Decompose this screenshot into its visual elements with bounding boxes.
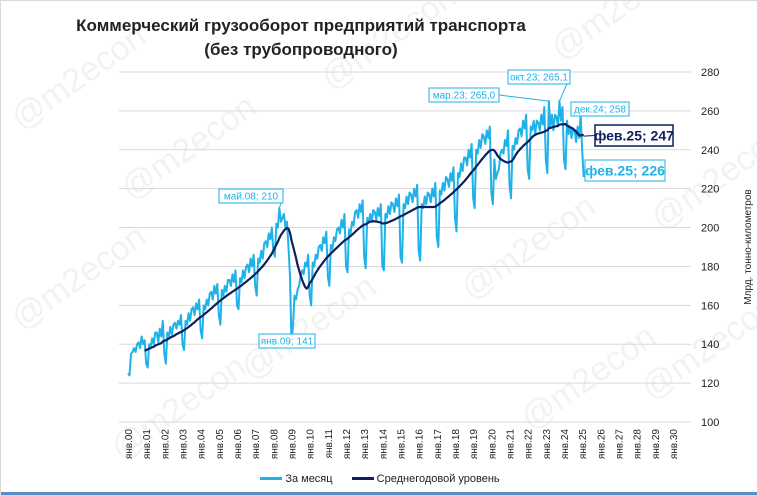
- annotation-label: дек.24; 258: [574, 105, 626, 116]
- y-axis-title: Млрд. тонно-километров: [743, 189, 754, 304]
- x-tick-label: янв.27: [615, 429, 626, 460]
- x-tick-label: янв.07: [251, 429, 262, 460]
- watermark: @m2econ: [544, 1, 693, 68]
- annotation-label: окт.23; 265,1: [510, 73, 568, 84]
- y-tick-label: 260: [701, 106, 719, 118]
- x-tick-label: янв.03: [179, 429, 190, 460]
- x-tick-label: янв.25: [578, 429, 589, 460]
- watermark: @m2econ: [454, 187, 603, 307]
- x-tick-label: янв.00: [124, 429, 135, 460]
- x-tick-label: янв.24: [560, 429, 571, 460]
- annotation-box: [570, 101, 630, 117]
- legend-label-average: Среднегодовой уровень: [376, 472, 500, 485]
- y-tick-label: 200: [701, 223, 719, 235]
- annotation-label: май.08; 210: [224, 192, 279, 203]
- watermark: @m2econ: [4, 17, 153, 137]
- annotation-box: [594, 124, 674, 147]
- legend-item-average: Среднегодовой уровень: [351, 472, 500, 485]
- x-tick-label: янв.06: [233, 429, 244, 460]
- x-tick-label: янв.02: [160, 429, 171, 460]
- chart-title-line2: (без трубопроводного): [204, 40, 398, 59]
- x-tick-label: янв.05: [215, 429, 226, 460]
- chart-title-line1: Коммерческий грузооборот предприятий тра…: [76, 16, 526, 35]
- series-line-average: [144, 122, 585, 352]
- x-tick-label: янв.21: [506, 429, 517, 460]
- legend-swatch-monthly: [260, 477, 283, 480]
- legend-label-monthly: За месяц: [285, 472, 333, 485]
- x-tick-label: янв.14: [378, 429, 389, 460]
- watermark: @m2econ: [4, 217, 153, 337]
- y-tick-label: 120: [701, 378, 719, 390]
- x-tick-label: янв.10: [306, 429, 317, 460]
- x-tick-label: янв.28: [633, 429, 644, 460]
- legend-swatch-average: [351, 477, 374, 480]
- legend-item-monthly: За месяц: [260, 472, 333, 485]
- x-tick-label: янв.26: [596, 429, 607, 460]
- annotation-label: фев.25; 247: [594, 128, 674, 144]
- y-tick-label: 100: [701, 417, 719, 429]
- annotation-box: [218, 188, 284, 204]
- annotation-leader: [583, 135, 596, 137]
- y-tick-label: 280: [701, 67, 719, 79]
- annotation-label: мар.23; 265,0: [433, 91, 496, 102]
- x-tick-label: янв.18: [451, 429, 462, 460]
- x-tick-label: янв.12: [342, 429, 353, 460]
- annotation-box: [258, 333, 316, 349]
- x-tick-label: янв.23: [542, 429, 553, 460]
- x-tick-label: янв.22: [524, 429, 535, 460]
- x-tick-label: янв.04: [197, 429, 208, 460]
- y-tick-label: 180: [701, 261, 719, 273]
- annotation-label: фев.25; 226: [585, 163, 665, 179]
- x-tick-label: янв.13: [360, 429, 371, 460]
- x-tick-label: янв.30: [669, 429, 680, 460]
- legend: За месяц Среднегодовой уровень: [1, 471, 757, 485]
- annotation-leader: [498, 94, 549, 102]
- x-tick-label: янв.17: [433, 429, 444, 460]
- x-tick-label: янв.09: [288, 429, 299, 460]
- x-tick-label: янв.16: [415, 429, 426, 460]
- y-tick-label: 220: [701, 184, 719, 196]
- x-tick-label: янв.01: [142, 429, 153, 460]
- annotation-box: [507, 69, 571, 85]
- y-tick-label: 240: [701, 145, 719, 157]
- x-tick-label: янв.29: [651, 429, 662, 460]
- x-tick-label: янв.20: [487, 429, 498, 460]
- annotation-box: [428, 87, 500, 103]
- y-tick-label: 160: [701, 300, 719, 312]
- x-tick-label: янв.11: [324, 429, 335, 459]
- annotation-box: [584, 159, 666, 182]
- x-tick-label: янв.19: [469, 429, 480, 460]
- annotation-label: янв.09; 141: [261, 337, 314, 348]
- x-tick-label: янв.15: [397, 429, 408, 460]
- y-tick-label: 140: [701, 339, 719, 351]
- x-tick-label: янв.08: [269, 429, 280, 460]
- series-line-monthly: [127, 99, 585, 377]
- watermark: @m2econ: [314, 1, 463, 98]
